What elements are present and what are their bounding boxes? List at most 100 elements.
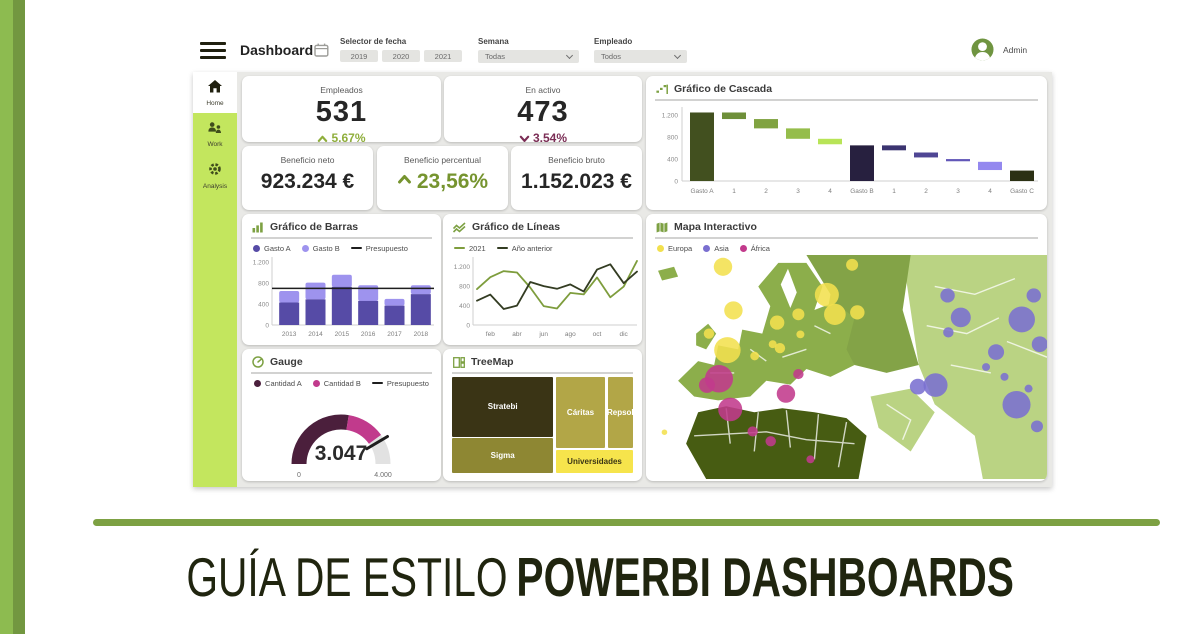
- map-bubble-Asia[interactable]: [943, 327, 954, 338]
- waterfall-bar[interactable]: [978, 161, 1002, 171]
- map-bubble-Europa[interactable]: [796, 330, 805, 339]
- map-bubble-Europa[interactable]: [824, 303, 846, 325]
- year-button-2021[interactable]: 2021: [424, 50, 462, 62]
- map-card: Mapa Interactivo Europa Asia África: [646, 214, 1047, 481]
- waterfall-bar[interactable]: [818, 138, 842, 145]
- bar-segment-gasto-b[interactable]: [305, 282, 326, 300]
- bar-segment-gasto-a[interactable]: [410, 294, 431, 325]
- waterfall-bar[interactable]: [914, 152, 938, 158]
- waterfall-bar[interactable]: [882, 145, 906, 151]
- map-bubble-Asia[interactable]: [923, 373, 948, 397]
- map-bubble-Europa[interactable]: [774, 343, 786, 354]
- legend-item[interactable]: 2021: [454, 244, 486, 253]
- bar-segment-gasto-a[interactable]: [279, 302, 300, 325]
- map-bubble-Europa[interactable]: [661, 429, 668, 435]
- map-bubble-África[interactable]: [765, 436, 776, 447]
- treemap-tile-Sigma[interactable]: Sigma: [452, 438, 554, 473]
- map-bubble-Asia[interactable]: [1031, 336, 1047, 353]
- sidebar: Home Work Analysis: [193, 72, 237, 487]
- map-bubble-Asia[interactable]: [982, 363, 991, 371]
- waterfall-bar[interactable]: [786, 128, 810, 139]
- legend-item[interactable]: África: [739, 244, 770, 253]
- map-bubble-Europa[interactable]: [713, 257, 733, 276]
- legend-item[interactable]: Presupuesto: [371, 379, 429, 388]
- map-bubble-Europa[interactable]: [750, 351, 760, 361]
- map-bubble-Asia[interactable]: [988, 344, 1005, 360]
- map-bubble-Asia[interactable]: [950, 307, 971, 328]
- map-bubble-África[interactable]: [718, 397, 743, 422]
- year-button-2020[interactable]: 2020: [382, 50, 420, 62]
- line-series-Año anterior[interactable]: [476, 263, 638, 310]
- axis-label: 800: [667, 135, 678, 142]
- bar-segment-gasto-a[interactable]: [384, 305, 405, 325]
- map-bubble-Europa[interactable]: [724, 301, 743, 320]
- legend-item[interactable]: Asia: [703, 244, 729, 253]
- bar-segment-gasto-a[interactable]: [358, 300, 379, 325]
- map-bubble-Asia[interactable]: [1008, 306, 1035, 333]
- map-bubble-Europa[interactable]: [846, 258, 859, 271]
- waterfall-bar[interactable]: [850, 145, 874, 181]
- map-bubble-Europa[interactable]: [850, 305, 865, 320]
- week-select[interactable]: Todas: [478, 50, 579, 63]
- map-bubble-África[interactable]: [793, 368, 804, 380]
- gauge-segment-Cantidad B[interactable]: [346, 415, 382, 445]
- waterfall-bar[interactable]: [690, 112, 714, 181]
- waterfall-bar[interactable]: [722, 112, 746, 120]
- map-bubble-Asia[interactable]: [1024, 384, 1033, 393]
- map-bubble-Asia[interactable]: [909, 378, 926, 395]
- treemap-chart[interactable]: Stratebi Sigma Cáritas Repsol Universidades: [452, 377, 634, 473]
- map-bubble-África[interactable]: [747, 426, 758, 437]
- map-icon: [656, 222, 668, 232]
- map-bubble-África[interactable]: [698, 377, 715, 393]
- map-bubble-África[interactable]: [776, 384, 796, 403]
- map-bubble-Asia[interactable]: [1030, 420, 1043, 433]
- bar-segment-gasto-b[interactable]: [384, 298, 405, 306]
- treemap-tile-Universidades[interactable]: Universidades: [556, 449, 633, 473]
- bar-segment-gasto-b[interactable]: [331, 274, 352, 287]
- bar-segment-gasto-a[interactable]: [331, 286, 352, 325]
- bar-chart[interactable]: 0 400 800 1.200 2013 2014 2015 2016 2017 2018: [242, 253, 441, 345]
- legend-item[interactable]: Presupuesto: [350, 244, 408, 253]
- map-bubble-Europa[interactable]: [703, 328, 715, 339]
- map-bubble-África[interactable]: [806, 455, 815, 464]
- avatar[interactable]: [971, 38, 994, 61]
- map-bubble-Asia[interactable]: [1002, 390, 1031, 419]
- treemap-tile-Cáritas[interactable]: Cáritas: [556, 377, 605, 449]
- interactive-map[interactable]: [646, 255, 1047, 479]
- map-bubble-Europa[interactable]: [792, 308, 805, 321]
- bar-segment-gasto-a[interactable]: [305, 299, 326, 325]
- legend-item[interactable]: Europa: [657, 244, 692, 253]
- treemap-tile-Stratebi[interactable]: Stratebi: [452, 377, 554, 437]
- map-bubble-Europa[interactable]: [769, 315, 785, 330]
- sidebar-item-home[interactable]: Home: [193, 80, 237, 107]
- sidebar-item-analysis[interactable]: Analysis: [193, 162, 237, 190]
- map-bubble-Europa[interactable]: [814, 282, 839, 307]
- treemap-tile-Repsol[interactable]: Repsol: [607, 377, 634, 449]
- legend-item[interactable]: Cantidad A: [254, 379, 302, 388]
- waterfall-bar[interactable]: [1010, 170, 1034, 181]
- legend-item[interactable]: Gasto A: [253, 244, 291, 253]
- waterfall-chart[interactable]: 0 400 800 1.200 Gasto A 1 2 3 4 Gasto B 1 2 3 4 Gasto …: [646, 101, 1047, 205]
- map-bubble-Asia[interactable]: [940, 288, 955, 303]
- kpi-card-beneficio-percentual: Beneficio percentual 23,56%: [377, 146, 508, 210]
- waterfall-bar[interactable]: [754, 119, 778, 129]
- map-bubble-Europa[interactable]: [714, 337, 741, 364]
- map-bubble-Asia[interactable]: [1026, 288, 1041, 303]
- sidebar-item-work[interactable]: Work: [193, 121, 237, 148]
- map-bubble-Europa[interactable]: [768, 340, 777, 349]
- line-chart[interactable]: 0 400 800 1.200 feb abr jun ago oct dic: [443, 253, 642, 345]
- gauge-segment-Cantidad A[interactable]: [291, 414, 349, 465]
- hamburger-menu-icon[interactable]: [200, 42, 226, 59]
- employee-select-value: Todos: [601, 52, 622, 61]
- bar-segment-gasto-b[interactable]: [279, 291, 300, 303]
- line-series-2021[interactable]: [476, 260, 638, 310]
- legend-item[interactable]: Gasto B: [301, 244, 340, 253]
- employee-select[interactable]: Todos: [594, 50, 687, 63]
- map-bubble-Asia[interactable]: [1000, 372, 1009, 381]
- bar-segment-gasto-b[interactable]: [410, 285, 431, 295]
- waterfall-bar[interactable]: [946, 159, 970, 162]
- legend-item[interactable]: Año anterior: [496, 244, 553, 253]
- year-button-2019[interactable]: 2019: [340, 50, 378, 62]
- legend-item[interactable]: Cantidad B: [312, 379, 361, 388]
- gauge-chart[interactable]: 3.047 0 4.000: [242, 388, 441, 480]
